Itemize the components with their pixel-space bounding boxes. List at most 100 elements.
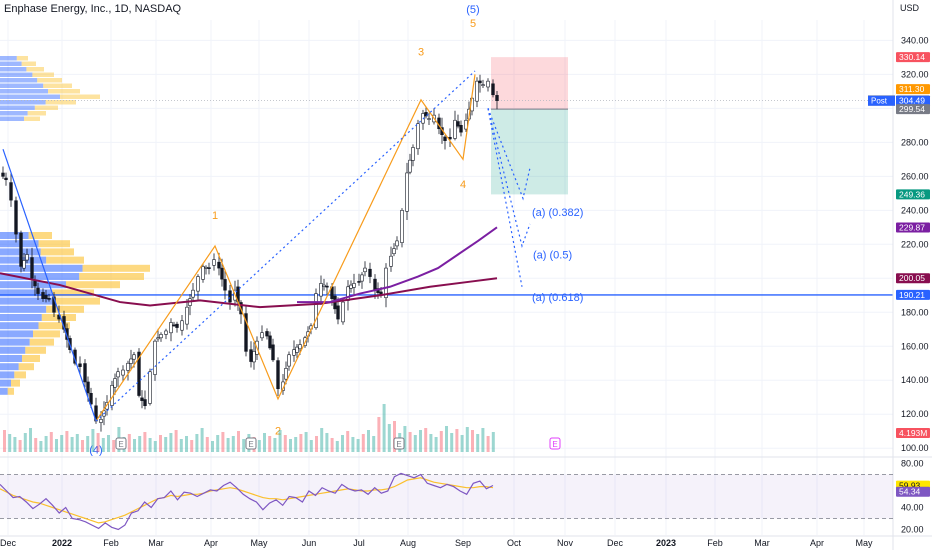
candle-body [389,255,393,267]
volume-bar [70,437,74,452]
moving-average-short [297,226,498,304]
volume-bar [335,441,339,452]
earnings-marker-letter: E [552,440,557,449]
volume-profile-bar [32,72,54,77]
projection-path [487,108,523,287]
candle-body [126,362,130,371]
wave-label: 4 [460,179,466,191]
volume-bar [481,428,485,452]
candle-body [368,268,372,277]
candle-body [65,328,69,340]
volume-profile-bar [60,94,100,99]
volume-bar [309,440,313,452]
volume-profile-bar [0,371,15,379]
candle-body [22,260,26,269]
volume-bar [320,428,324,452]
volume-profile-bar [33,330,60,338]
candle-body [156,337,160,340]
candle-body [129,358,133,364]
volume-bar [60,435,64,452]
volume-bar [216,435,220,452]
x-tick-label: Apr [810,538,824,548]
price-tag [896,273,930,284]
candle-body [204,266,208,269]
candle-body [408,159,412,173]
price-tag [896,84,930,95]
volume-profile-bar [21,61,36,66]
volume-bar [299,434,303,452]
candle-body [83,363,87,383]
volume-bar [153,441,157,452]
candle-body [14,200,18,235]
volume-bar [434,437,438,452]
volume-profile-bar [0,83,44,88]
volume-bar [112,440,116,452]
volume-bar [81,440,84,452]
volume-bar [403,426,407,452]
volume-bar [127,434,131,452]
volume-bar [65,431,69,452]
wave-line-blue [2,148,97,422]
volume-bar [294,437,298,452]
price-tag-text: 190.21 [899,290,925,300]
volume-profile-bar [0,56,17,61]
volume-profile-bar [0,297,55,305]
candle-body [260,332,264,339]
candle-body [113,378,117,388]
volume-profile-bar [0,256,47,264]
volume-bar [39,441,43,452]
x-tick-label: Mar [754,538,770,548]
candle-body [395,240,399,247]
candle-body [284,368,288,380]
x-tick-label: 2022 [52,538,72,548]
volume-profile-bar [22,355,40,362]
volume-bar [3,430,6,452]
volume-profile-bar [0,89,48,94]
y-tick-label: 120.00 [901,409,929,419]
fib-target-label: (a) (0.5) [533,249,572,261]
wave-label: 5 [470,18,476,30]
candle-body [325,285,329,288]
volume-profile-bar [0,100,46,105]
x-tick-label: Feb [103,538,119,548]
x-tick-label: Dec [0,538,16,548]
candle-body [207,267,211,269]
volume-bar [325,433,329,452]
volume-bar [356,439,360,452]
volume-profile-bar [26,67,44,72]
candle-body [336,305,340,320]
fib-target-label: (a) (0.382) [532,207,583,219]
volume-profile-bar [46,305,84,313]
volume-profile-bar [82,264,150,272]
volume-profile-bar [24,116,40,121]
volume-bar [8,434,12,452]
volume-bar [263,433,266,452]
candle-body [121,369,125,376]
earnings-marker-icon [549,437,561,450]
x-tick-label: Feb [707,538,723,548]
candle-body [25,254,29,261]
volume-bar [143,432,147,452]
volume-profile-bar [0,105,35,110]
candle-body [164,330,168,335]
y-tick-label: 340.00 [901,35,929,45]
volume-bar [424,428,428,452]
volume-bar [346,431,350,452]
rsi-tick-label: 40.00 [901,503,924,513]
volume-bar [221,432,225,452]
x-tick-label: May [855,538,873,548]
volume-bar [13,437,17,452]
candle-body [86,381,90,394]
volume-profile-bar [0,232,29,239]
candle-body [36,287,40,294]
candle-body [159,334,163,339]
volume-bar [455,429,459,452]
volume-bar [211,441,214,452]
volume-profile-bar [0,61,22,66]
volume-profile-bar [0,111,28,116]
x-tick-label: Sep [455,538,471,548]
volume-bar [304,432,308,452]
candle-body [416,123,420,150]
volume-profile-bar [0,116,24,121]
